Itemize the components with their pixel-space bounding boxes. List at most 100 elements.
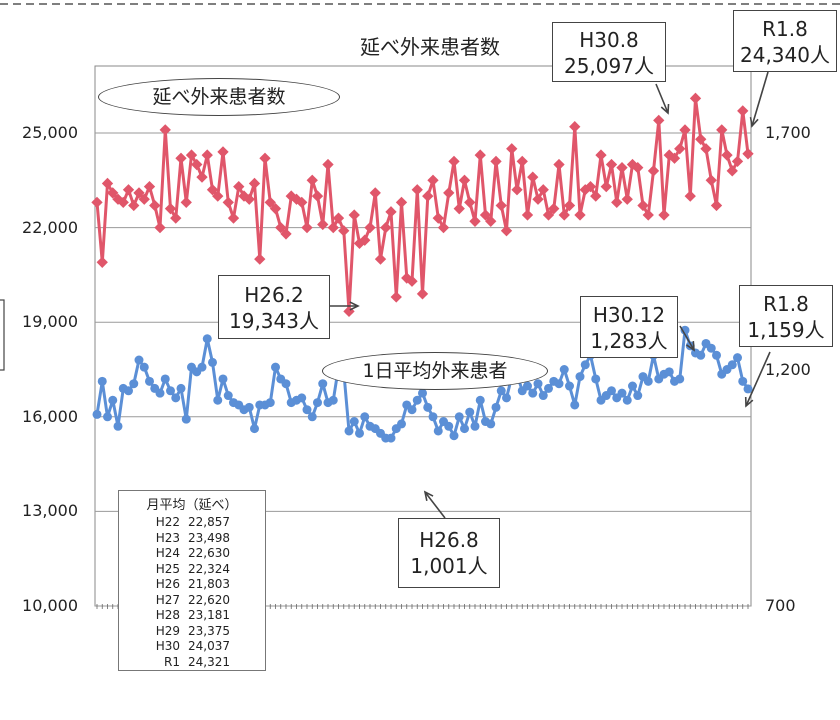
data-point-total <box>175 152 187 164</box>
data-point-total <box>469 215 481 227</box>
data-point-total <box>558 209 570 221</box>
data-point-total <box>201 149 213 161</box>
data-point-daily <box>449 431 459 441</box>
data-point-daily <box>712 350 721 360</box>
data-point-total <box>490 155 502 168</box>
arrow-h26-2 <box>330 301 360 311</box>
data-point-daily <box>523 381 532 391</box>
data-point-total <box>595 149 607 161</box>
arrow-h26-2-head <box>349 301 360 311</box>
data-point-total <box>569 121 581 133</box>
monthly-average-row: H30 24,037 <box>119 639 265 655</box>
arrow-r1-8-top-shaft <box>751 71 769 127</box>
data-point-daily <box>412 395 422 405</box>
data-point-total <box>248 177 261 190</box>
right-axis-tick-label: 1,700 <box>765 123 811 142</box>
data-point-daily <box>607 386 616 396</box>
data-point-daily <box>139 362 149 372</box>
data-point-daily <box>418 388 427 398</box>
monthly-average-value: 23,375 <box>188 623 230 638</box>
data-point-total <box>574 209 586 221</box>
data-point-daily <box>433 426 443 436</box>
monthly-average-row: H23 23,498 <box>119 531 265 547</box>
data-point-total <box>164 203 177 215</box>
data-point-daily <box>171 393 181 403</box>
oval-label-total: 延べ外来患者数 <box>98 78 340 116</box>
data-point-total <box>532 193 544 205</box>
annotation-h30-12: H30.12 1,283人 <box>580 296 678 358</box>
arrow-r1-8-bottom <box>744 351 771 408</box>
data-point-total <box>674 143 686 155</box>
data-point-total <box>679 124 691 136</box>
left-axis-tick-label: 10,000 <box>22 596 78 615</box>
monthly-average-value: 24,037 <box>188 639 230 653</box>
data-point-daily <box>213 395 223 405</box>
data-point-daily <box>465 407 475 417</box>
arrow-h30-12 <box>679 325 695 352</box>
data-point-total <box>506 143 518 155</box>
data-point-daily <box>743 384 753 394</box>
data-point-total <box>311 190 324 202</box>
annotation-r1-8-bottom-date: R1.8 <box>763 292 809 316</box>
monthly-average-row: H25 22,324 <box>119 562 265 578</box>
monthly-average-row: R1 24,321 <box>119 655 265 671</box>
data-point-daily <box>244 402 254 412</box>
data-point-total <box>600 180 612 193</box>
data-point-total <box>128 199 140 212</box>
data-point-daily <box>680 325 690 335</box>
annotation-h30-8-date: H30.8 <box>579 28 639 52</box>
data-point-total <box>637 199 649 212</box>
data-point-total <box>443 187 455 199</box>
data-point-total <box>563 199 576 212</box>
annotation-r1-8-top-date: R1.8 <box>762 17 808 41</box>
data-point-total <box>259 152 271 164</box>
data-point-daily <box>460 424 469 434</box>
data-point-daily <box>197 362 207 372</box>
monthly-average-year: H24 <box>155 546 180 560</box>
data-point-total <box>138 193 150 205</box>
annotation-h26-2-date: H26.2 <box>244 283 304 307</box>
monthly-average-row: H24 22,630 <box>119 546 265 562</box>
annotation-r1-8-bottom-value: 1,159人 <box>747 318 825 342</box>
data-point-total <box>695 133 707 145</box>
data-point-daily <box>544 383 553 393</box>
data-point-total <box>605 158 618 171</box>
left-axis-tick-label: 13,000 <box>22 501 78 521</box>
data-point-total <box>348 209 360 221</box>
data-point-daily <box>407 405 417 415</box>
series-points <box>91 92 754 443</box>
data-point-total <box>432 212 444 224</box>
data-point-daily <box>160 374 170 384</box>
data-point-daily <box>302 405 312 415</box>
data-point-total <box>726 165 738 177</box>
monthly-average-row: H26 21,803 <box>119 577 265 593</box>
right-axis-tick-label: 700 <box>765 596 796 615</box>
arrow-h26-8-head <box>423 490 434 501</box>
data-point-daily <box>265 398 275 408</box>
data-point-total <box>553 158 565 171</box>
data-point-total <box>537 184 549 196</box>
data-point-daily <box>176 383 186 393</box>
data-point-daily <box>386 433 396 443</box>
data-point-daily <box>97 376 107 386</box>
arrow-h30-8 <box>655 83 670 115</box>
arrow-h30-8-head <box>660 103 670 115</box>
data-point-total <box>96 256 108 268</box>
monthly-average-year: H30 <box>155 639 180 653</box>
data-point-daily <box>628 381 637 391</box>
monthly-average-value: 24,321 <box>188 654 230 669</box>
data-point-daily <box>696 350 706 360</box>
data-point-daily <box>591 374 601 384</box>
data-point-total <box>306 174 318 186</box>
monthly-average-year: H25 <box>155 561 180 576</box>
monthly-average-value: 22,620 <box>188 592 230 607</box>
data-point-daily <box>664 367 674 377</box>
data-point-daily <box>124 386 133 396</box>
monthly-average-value: 23,181 <box>188 608 230 622</box>
data-point-total <box>206 184 219 196</box>
data-point-total <box>317 218 329 231</box>
data-point-daily <box>344 426 354 436</box>
data-point-daily <box>470 421 480 431</box>
left-axis-tick-label: 22,000 <box>22 217 78 237</box>
data-point-daily <box>92 409 102 419</box>
